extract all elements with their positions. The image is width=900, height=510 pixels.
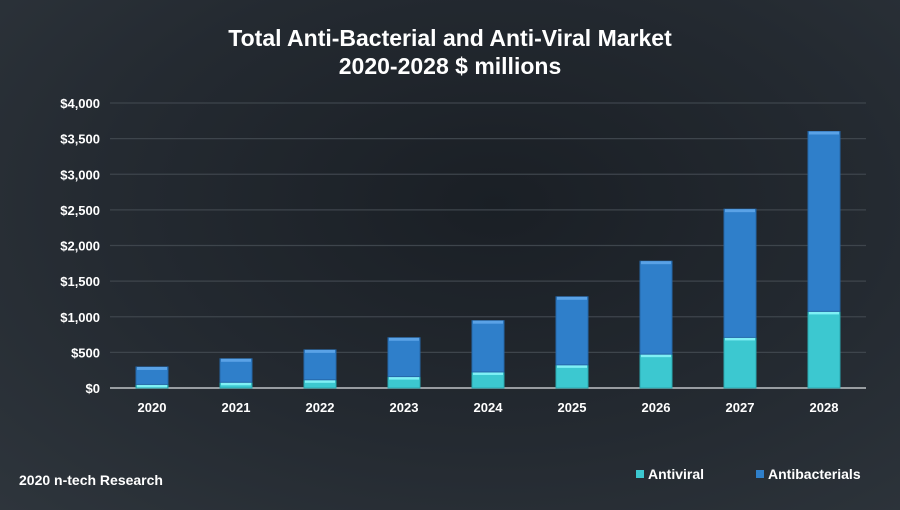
bar-highlight [389,376,419,380]
x-tick-label: 2027 [726,400,755,415]
legend-item-antibacterials: Antibacterials [756,466,861,482]
bar-antibacterials-2028 [807,131,841,312]
legend-label-antibacterials: Antibacterials [768,466,861,482]
bar-antiviral-2026 [639,353,673,389]
x-tick-label: 2024 [474,400,504,415]
chart-subtitle: 2020-2028 $ millions [338,53,562,79]
y-tick-label: $0 [86,381,100,396]
bar-highlight [809,131,839,135]
bar-highlight [221,358,251,362]
bar-highlight [725,337,755,341]
bar-highlight [389,337,419,341]
bar-highlight [305,379,335,383]
bar-antibacterials-2027 [723,208,757,338]
x-tick-label: 2021 [222,400,251,415]
bar-highlight [473,371,503,375]
bar-highlight [725,209,755,213]
y-tick-label: $3,000 [60,167,100,182]
bar-highlight [137,384,167,388]
y-tick-label: $1,500 [60,274,100,289]
legend-item-antiviral: Antiviral [636,466,704,482]
y-tick-label: $500 [71,345,100,360]
bar-antibacterials-2021 [219,358,253,383]
x-tick-label: 2028 [810,400,839,415]
bar-highlight [305,349,335,353]
y-tick-label: $4,000 [60,96,100,111]
y-tick-label: $1,000 [60,310,100,325]
chart-title-line1: Total Anti-Bacterial and Anti-Viral Mark… [228,25,672,51]
legend: Antiviral Antibacterials [636,466,900,482]
bar-highlight [137,366,167,370]
x-tick-label: 2023 [390,400,419,415]
bar-highlight [473,320,503,324]
bar-antiviral-2028 [807,310,841,389]
y-tick-label: $2,000 [60,239,100,254]
y-tick-label: $2,500 [60,203,100,218]
bar-highlight [641,261,671,265]
bar-antibacterials-2025 [555,296,589,366]
x-tick-label: 2026 [642,400,671,415]
source-note: 2020 n-tech Research [19,472,163,488]
x-tick-label: 2025 [558,400,587,415]
bar-antibacterials-2022 [303,349,337,381]
bar-highlight [557,296,587,300]
bar-highlight [641,354,671,358]
bar-highlight [809,311,839,315]
bar-highlight [557,364,587,368]
bar-antiviral-2027 [723,336,757,389]
x-tick-label: 2022 [306,400,335,415]
y-tick-label: $3,500 [60,132,100,147]
bar-highlight [221,382,251,386]
bar-antibacterials-2024 [471,320,505,373]
legend-swatch-antiviral [636,470,644,478]
legend-label-antiviral: Antiviral [648,466,705,482]
legend-swatch-antibacterials [756,470,765,478]
bar-antiviral-2025 [555,364,589,389]
x-tick-label: 2020 [138,400,167,415]
bar-antibacterials-2026 [639,260,673,355]
bar-antibacterials-2023 [387,337,421,378]
chart-title: Total Anti-Bacterial and Anti-Viral Mark… [0,24,900,80]
